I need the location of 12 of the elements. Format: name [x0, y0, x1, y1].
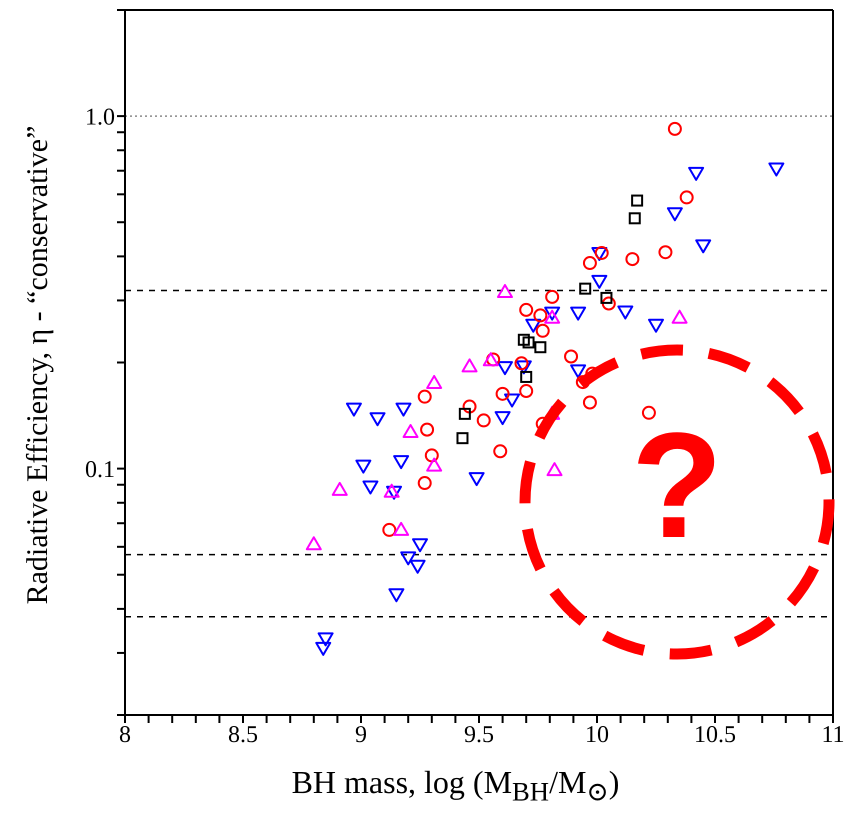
- y-axis-title: Radiative Efficiency, η - “conservative”: [21, 124, 55, 606]
- x-tick-label: 8.5: [228, 722, 258, 748]
- x-axis-title: BH mass, log (M$_{BH}$/M$_{⊙}$): [290, 764, 620, 808]
- x-tick-label: 11: [821, 722, 845, 748]
- annotation: ?: [630, 401, 724, 569]
- x-tick-label: 9: [355, 722, 367, 748]
- x-tick-label: 10: [585, 722, 609, 748]
- x-tick-label: 10.5: [694, 722, 736, 748]
- y-tick-label: 1.0: [85, 104, 115, 131]
- x-tick-label: 9.5: [464, 722, 494, 748]
- x-tick-label: 8: [119, 722, 131, 748]
- y-tick-label: 0.1: [85, 457, 115, 484]
